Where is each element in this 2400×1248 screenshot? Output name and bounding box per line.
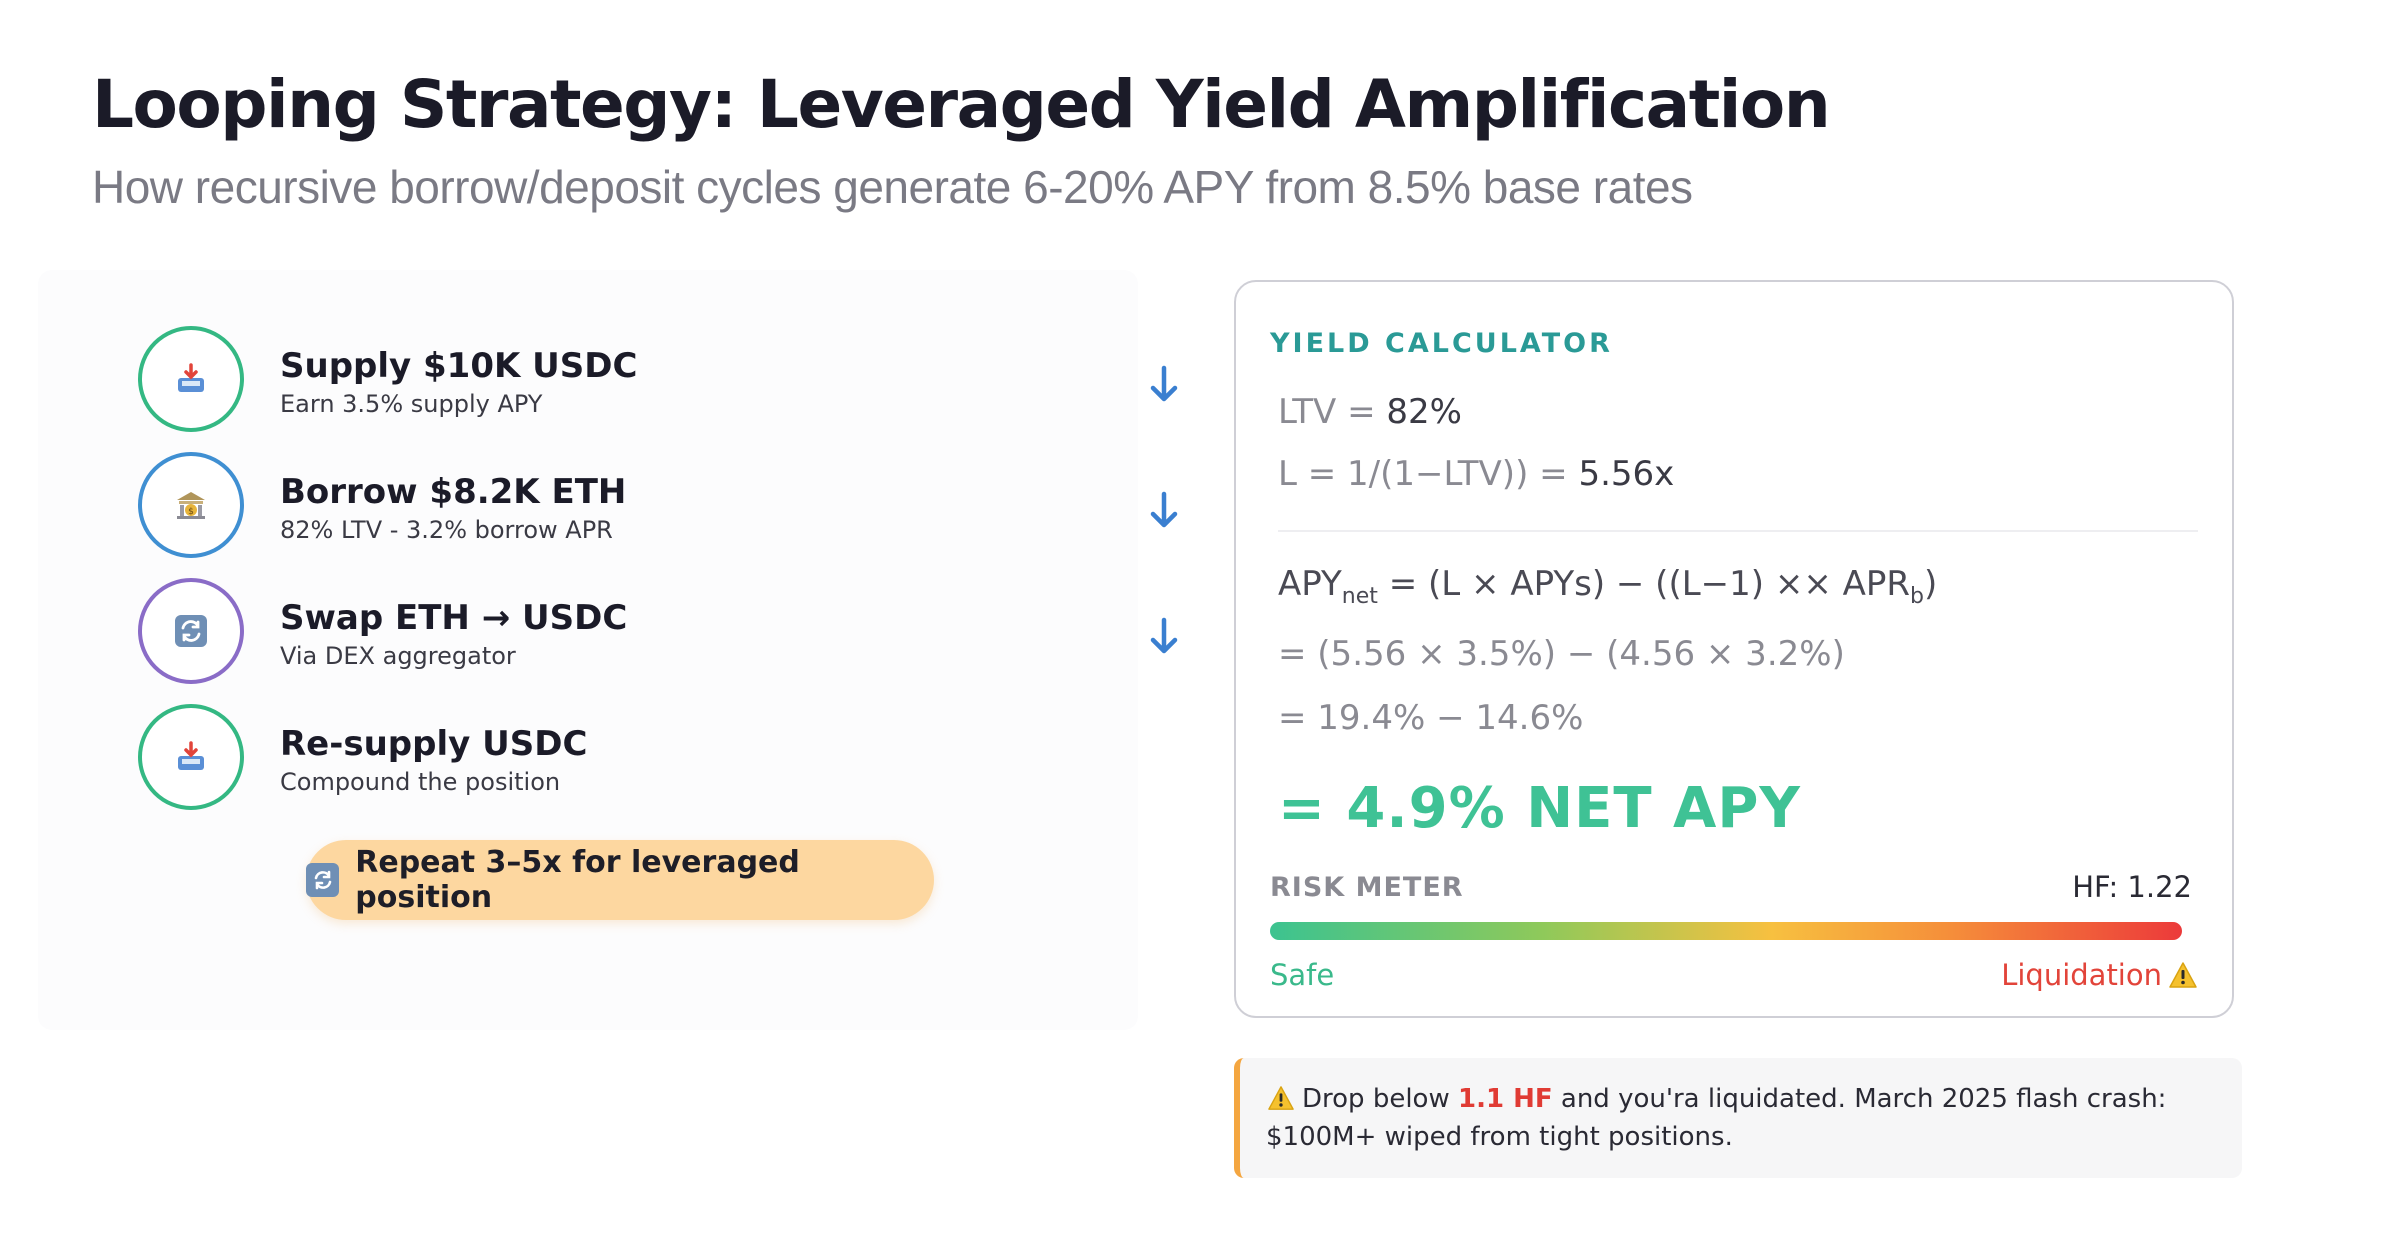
inbox-tray-icon: [174, 740, 208, 774]
step-description: Earn 3.5% supply APY: [280, 390, 543, 418]
formula-body: = (L × APYs) − ((L−1) ×× APR: [1377, 564, 1911, 604]
step-title: Re-supply USDC: [280, 724, 588, 764]
yield-calculator-card: YIELD CALCULATOR LTV = 82% L = 1/(1−LTV)…: [1234, 280, 2234, 1018]
formula-sub-net: net: [1341, 584, 1378, 609]
ltv-prefix: LTV =: [1278, 392, 1387, 432]
page-subtitle: How recursive borrow/deposit cycles gene…: [92, 161, 1693, 213]
liquidation-label-group: Liquidation: [2001, 958, 2198, 992]
step-borrow-circle: $: [138, 452, 244, 558]
calculator-label: YIELD CALCULATOR: [1270, 328, 1613, 359]
step-swap-circle: [138, 578, 244, 684]
repeat-pill: Repeat 3–5x for leveraged position: [306, 840, 934, 920]
ltv-value: 82%: [1386, 392, 1462, 432]
warning-hf-threshold: 1.1 HF: [1457, 1084, 1553, 1114]
leverage-prefix: L = 1/(1−LTV)) =: [1278, 454, 1579, 494]
step-title: Borrow $8.2K ETH: [280, 472, 627, 512]
formula-close: ): [1924, 564, 1938, 604]
step-description: Compound the position: [280, 768, 561, 796]
formula-step-2: = 19.4% − 14.6%: [1278, 698, 1584, 738]
formula-sub-b: b: [1910, 584, 1924, 609]
warning-suffix: and you'ra liquidated. March 2025 flash …: [1266, 1084, 2167, 1152]
leverage-value: 5.56x: [1578, 454, 1675, 494]
svg-text:$: $: [188, 507, 194, 517]
health-factor-value: HF: 1.22: [2072, 870, 2192, 904]
formula-step-1: = (5.56 × 3.5%) − (4.56 × 3.2%): [1278, 634, 1845, 674]
bank-icon: $: [174, 488, 208, 522]
arrow-down-icon: [1150, 491, 1178, 528]
step-resupply-circle: [138, 704, 244, 810]
arrow-down-icon: [1150, 365, 1178, 402]
leverage-line: L = 1/(1−LTV)) = 5.56x: [1278, 454, 1674, 494]
warning-icon: [1268, 1086, 1294, 1110]
formula-apy: APY: [1278, 564, 1342, 604]
liquidation-warning-box: Drop below 1.1 HF and you'ra liquidated.…: [1234, 1058, 2242, 1178]
liquidation-label: Liquidation: [2001, 958, 2162, 992]
risk-meter-label: RISK METER: [1270, 872, 1464, 903]
page-title: Looping Strategy: Leveraged Yield Amplif…: [92, 66, 1831, 143]
safe-label: Safe: [1270, 958, 1335, 992]
step-description: 82% LTV - 3.2% borrow APR: [280, 516, 613, 544]
net-apy-result: = 4.9% NET APY: [1278, 776, 1801, 841]
risk-meter-bar: [1270, 922, 2182, 940]
step-supply: Supply $10K USDC Earn 3.5% supply APY: [138, 326, 1138, 432]
step-title: Swap ETH → USDC: [280, 598, 628, 638]
step-swap: Swap ETH → USDC Via DEX aggregator: [138, 578, 1138, 684]
repeat-label: Repeat 3–5x for leveraged position: [355, 845, 800, 915]
apy-formula: APYnet = (L × APYs) − ((L−1) ×× APRb): [1278, 564, 1937, 609]
step-borrow: $ Borrow $8.2K ETH 82% LTV - 3.2% borrow…: [138, 452, 1138, 558]
calculator-divider: [1278, 530, 2198, 532]
step-supply-circle: [138, 326, 244, 432]
warning-text: Drop below 1.1 HF and you'ra liquidated.…: [1266, 1080, 2226, 1156]
strategy-steps-panel: Supply $10K USDC Earn 3.5% supply APY $ …: [38, 270, 1178, 1030]
arrow-down-icon: [1150, 617, 1178, 654]
swap-arrows-icon: [174, 614, 208, 648]
ltv-line: LTV = 82%: [1278, 392, 1462, 432]
warning-prefix: Drop below: [1302, 1084, 1458, 1114]
warning-icon: [2169, 962, 2197, 988]
repeat-icon: [306, 863, 340, 897]
step-title: Supply $10K USDC: [280, 346, 638, 386]
inbox-tray-icon: [174, 362, 208, 396]
step-resupply: Re-supply USDC Compound the position: [138, 704, 1138, 810]
step-description: Via DEX aggregator: [280, 642, 516, 670]
